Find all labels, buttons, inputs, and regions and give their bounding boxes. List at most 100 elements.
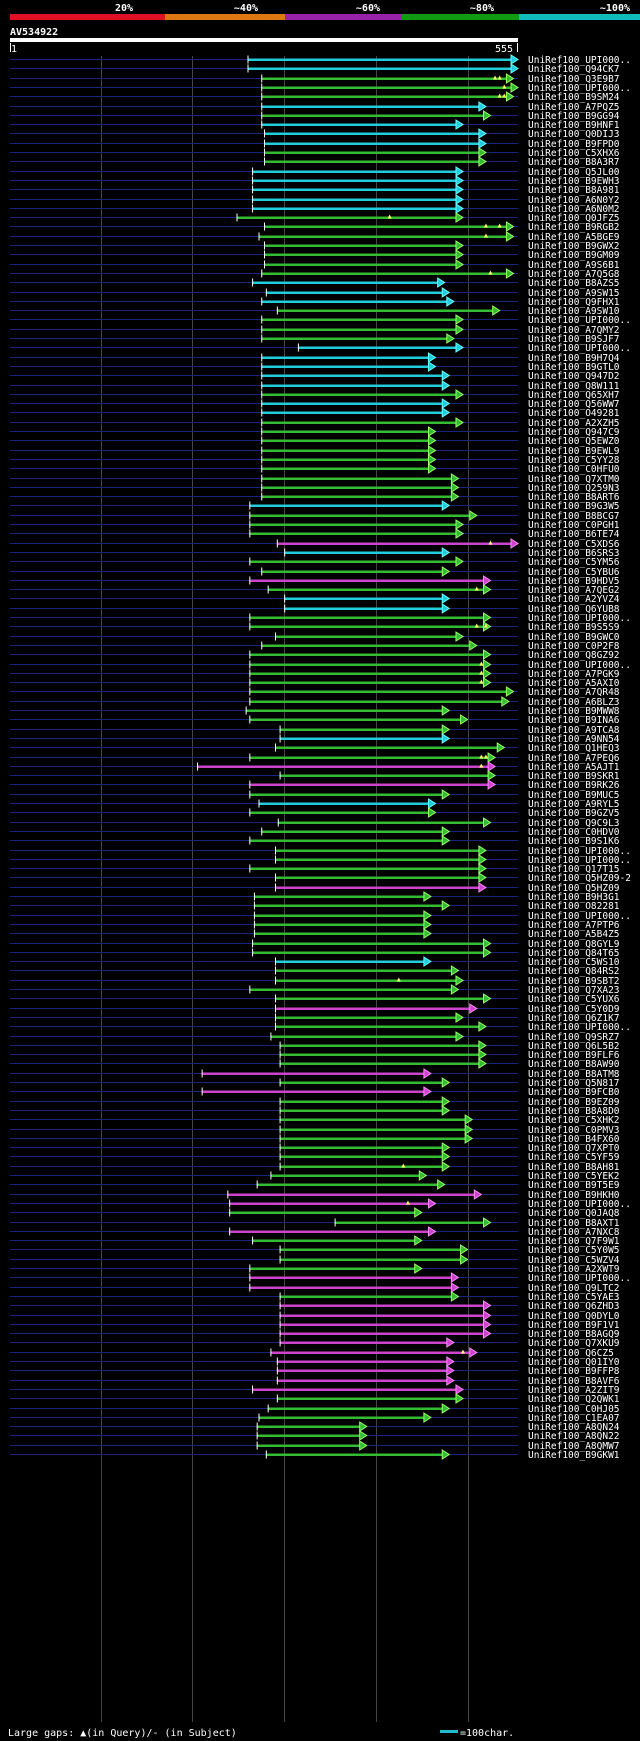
hit-bar[interactable]	[252, 170, 457, 174]
hit-label[interactable]: UniRef100_B9GKW1	[528, 1450, 620, 1461]
hit-row[interactable]: UniRef100_Q17T15	[10, 863, 620, 875]
hit-label[interactable]: UniRef100_C0HFU0	[528, 464, 620, 475]
hit-label[interactable]: UniRef100_C5YBU6	[528, 567, 620, 578]
hit-bar[interactable]	[264, 132, 480, 136]
hit-row[interactable]: UniRef100_Q6CZ5	[10, 1347, 614, 1359]
hit-label[interactable]: UniRef100_A9RYL5	[528, 799, 620, 810]
hit-bar[interactable]	[201, 1090, 425, 1094]
hit-bar[interactable]	[252, 179, 457, 183]
hit-bar[interactable]	[264, 225, 508, 229]
hit-label[interactable]: UniRef100_Q947C9	[528, 427, 620, 438]
hit-label[interactable]: UniRef100_C5YUX6	[528, 994, 620, 1005]
hit-label[interactable]: UniRef100_B8AZS5	[528, 278, 620, 289]
hit-bar[interactable]	[275, 858, 480, 862]
hit-label[interactable]: UniRef100_C5XHK2	[528, 1115, 620, 1126]
hit-bar[interactable]	[261, 77, 508, 81]
hit-row[interactable]: UniRef100_A7PEQ6	[10, 752, 620, 764]
hit-bar[interactable]	[277, 821, 485, 825]
hit-bar[interactable]	[279, 1332, 485, 1336]
hit-row[interactable]: UniRef100_B9G3W5	[10, 500, 620, 512]
hit-label[interactable]: UniRef100_A7NXC8	[528, 1227, 620, 1238]
hit-row[interactable]: UniRef100_B9SJF7	[10, 333, 620, 345]
hit-label[interactable]: UniRef100_A2YVZ4	[528, 594, 620, 605]
hit-label[interactable]: UniRef100_B8A981	[528, 185, 620, 196]
hit-bar[interactable]	[279, 1248, 462, 1252]
hit-row[interactable]: UniRef100_B9H3G1	[10, 891, 620, 903]
hit-label[interactable]: UniRef100_B9EZ09	[528, 1097, 620, 1108]
hit-bar[interactable]	[261, 328, 457, 332]
hit-bar[interactable]	[279, 1044, 480, 1048]
hit-label[interactable]: UniRef100_C5YY28	[528, 455, 620, 466]
hit-label[interactable]: UniRef100_Q84RS2	[528, 966, 620, 977]
hit-label[interactable]: UniRef100_C1EA07	[528, 1413, 620, 1424]
hit-label[interactable]: UniRef100_B8ART6	[528, 492, 620, 503]
hit-label[interactable]: UniRef100_B8ATM8	[528, 1069, 620, 1080]
hit-row[interactable]: UniRef100_Q7XKU9	[10, 1337, 620, 1349]
hit-row[interactable]: UniRef100_B6SRS3	[10, 547, 620, 559]
hit-label[interactable]: UniRef100_A7PGK9	[528, 669, 620, 680]
hit-label[interactable]: UniRef100_Q0JFZ5	[528, 213, 620, 224]
hit-row[interactable]: UniRef100_UPI000..	[10, 854, 631, 866]
hit-bar[interactable]	[261, 114, 485, 118]
hit-row[interactable]: UniRef100_A7QEG2	[10, 584, 620, 596]
hit-row[interactable]: UniRef100_A6N0Y2	[10, 194, 620, 206]
hit-row[interactable]: UniRef100_A7PQZ5	[10, 101, 620, 113]
hit-row[interactable]: UniRef100_B8AW90	[10, 1058, 620, 1070]
hit-label[interactable]: UniRef100_UPI000..	[528, 315, 631, 326]
hit-label[interactable]: UniRef100_A5BGE9	[528, 232, 620, 243]
hit-bar[interactable]	[279, 1258, 462, 1262]
hit-row[interactable]: UniRef100_B9EZ09	[10, 1096, 620, 1108]
hit-label[interactable]: UniRef100_Q94CK7	[528, 64, 620, 75]
hit-row[interactable]: UniRef100_B9EWH3	[10, 175, 620, 187]
hit-row[interactable]: UniRef100_Q947C9	[10, 426, 620, 438]
hit-row[interactable]: UniRef100_O82281	[10, 900, 620, 912]
hit-label[interactable]: UniRef100_UPI000..	[528, 55, 631, 66]
hit-row[interactable]: UniRef100_B9HKH0	[10, 1189, 620, 1201]
hit-label[interactable]: UniRef100_B8AW90	[528, 1059, 620, 1070]
hit-row[interactable]: UniRef100_A7PGK9	[10, 668, 620, 680]
hit-row[interactable]: UniRef100_B9GM09	[10, 249, 620, 261]
hit-label[interactable]: UniRef100_A8QN24	[528, 1422, 620, 1433]
hit-row[interactable]: UniRef100_B8A981	[10, 184, 620, 196]
hit-row[interactable]: UniRef100_C5YEK2	[10, 1170, 620, 1182]
hit-bar[interactable]	[279, 774, 490, 778]
hit-bar[interactable]	[276, 542, 512, 546]
hit-row[interactable]: UniRef100_UPI000..	[10, 1198, 631, 1210]
hit-bar[interactable]	[249, 625, 485, 629]
hit-row[interactable]: UniRef100_C1EA07	[10, 1412, 620, 1424]
hit-row[interactable]: UniRef100_B9FLF6	[10, 1049, 620, 1061]
hit-row[interactable]: UniRef100_Q6L5B2	[10, 1040, 620, 1052]
hit-bar[interactable]	[261, 402, 444, 406]
hit-row[interactable]: UniRef100_Q5JL00	[10, 166, 620, 178]
hit-bar[interactable]	[334, 1221, 485, 1225]
hit-label[interactable]: UniRef100_Q5N817	[528, 1078, 620, 1089]
hit-bar[interactable]	[279, 1155, 444, 1159]
hit-row[interactable]: UniRef100_C0HDV0	[10, 826, 620, 838]
hit-bar[interactable]	[252, 198, 457, 202]
hit-bar[interactable]	[249, 616, 485, 620]
hit-row[interactable]: UniRef100_B9GTL0	[10, 361, 620, 373]
hit-label[interactable]: UniRef100_C5XDS6	[528, 539, 620, 550]
hit-bar[interactable]	[253, 904, 444, 908]
hit-label[interactable]: UniRef100_B9FPD0	[528, 139, 620, 150]
hit-bar[interactable]	[276, 1369, 448, 1373]
hit-label[interactable]: UniRef100_A9SW10	[528, 306, 620, 317]
hit-label[interactable]: UniRef100_B9HNF1	[528, 120, 620, 131]
hit-bar[interactable]	[261, 374, 444, 378]
hit-bar[interactable]	[249, 811, 430, 815]
hit-bar[interactable]	[258, 235, 508, 239]
hit-label[interactable]: UniRef100_Q5EWZ0	[528, 436, 620, 447]
hit-row[interactable]: UniRef100_C0HFU0	[10, 463, 620, 475]
hit-row[interactable]: UniRef100_B8AXT1	[10, 1217, 620, 1229]
hit-bar[interactable]	[275, 960, 425, 964]
hit-row[interactable]: UniRef100_B9SM24	[10, 91, 620, 103]
hit-row[interactable]: UniRef100_B9SKR1	[10, 770, 620, 782]
hit-bar[interactable]	[267, 1407, 444, 1411]
hit-row[interactable]: UniRef100_B9MWW8	[10, 705, 620, 717]
hit-label[interactable]: UniRef100_B6SRS3	[528, 548, 620, 559]
hit-row[interactable]: UniRef100_A7QMY2	[10, 324, 620, 336]
hit-label[interactable]: UniRef100_B9GZV5	[528, 808, 620, 819]
hit-row[interactable]: UniRef100_A8QMW7	[10, 1440, 620, 1452]
hit-label[interactable]: UniRef100_B9FLF6	[528, 1050, 620, 1061]
hit-label[interactable]: UniRef100_B8AH81	[528, 1162, 620, 1173]
